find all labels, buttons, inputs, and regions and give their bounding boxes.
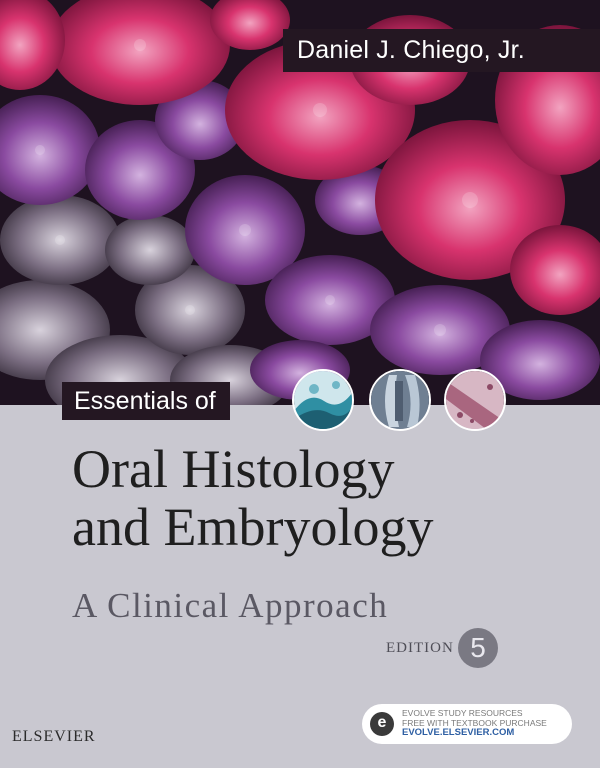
series-label: Essentials of: [62, 382, 230, 420]
evolve-e-icon: e: [370, 712, 394, 736]
publisher-logo: ELSEVIER: [12, 728, 96, 745]
book-title: Oral Histology and Embryology: [72, 440, 592, 556]
edition-number-badge: 5: [458, 628, 498, 668]
evolve-text: EVOLVE STUDY RESOURCES FREE WITH TEXTBOO…: [402, 708, 547, 738]
histology-image-1: [292, 369, 354, 431]
author-name: Daniel J. Chiego, Jr.: [283, 29, 600, 72]
edition-label: EDITION: [386, 640, 454, 656]
histology-image-3: [444, 369, 506, 431]
evolve-badge: e EVOLVE STUDY RESOURCES FREE WITH TEXTB…: [362, 704, 572, 744]
title-line-2: and Embryology: [72, 497, 434, 557]
histology-image-2: [369, 369, 431, 431]
evolve-line-2: FREE WITH TEXTBOOK PURCHASE: [402, 718, 547, 728]
title-line-1: Oral Histology: [72, 439, 395, 499]
evolve-line-1: EVOLVE STUDY RESOURCES: [402, 708, 523, 718]
evolve-url: EVOLVE.ELSEVIER.COM: [402, 727, 515, 738]
book-subtitle: A Clinical Approach: [72, 586, 389, 625]
